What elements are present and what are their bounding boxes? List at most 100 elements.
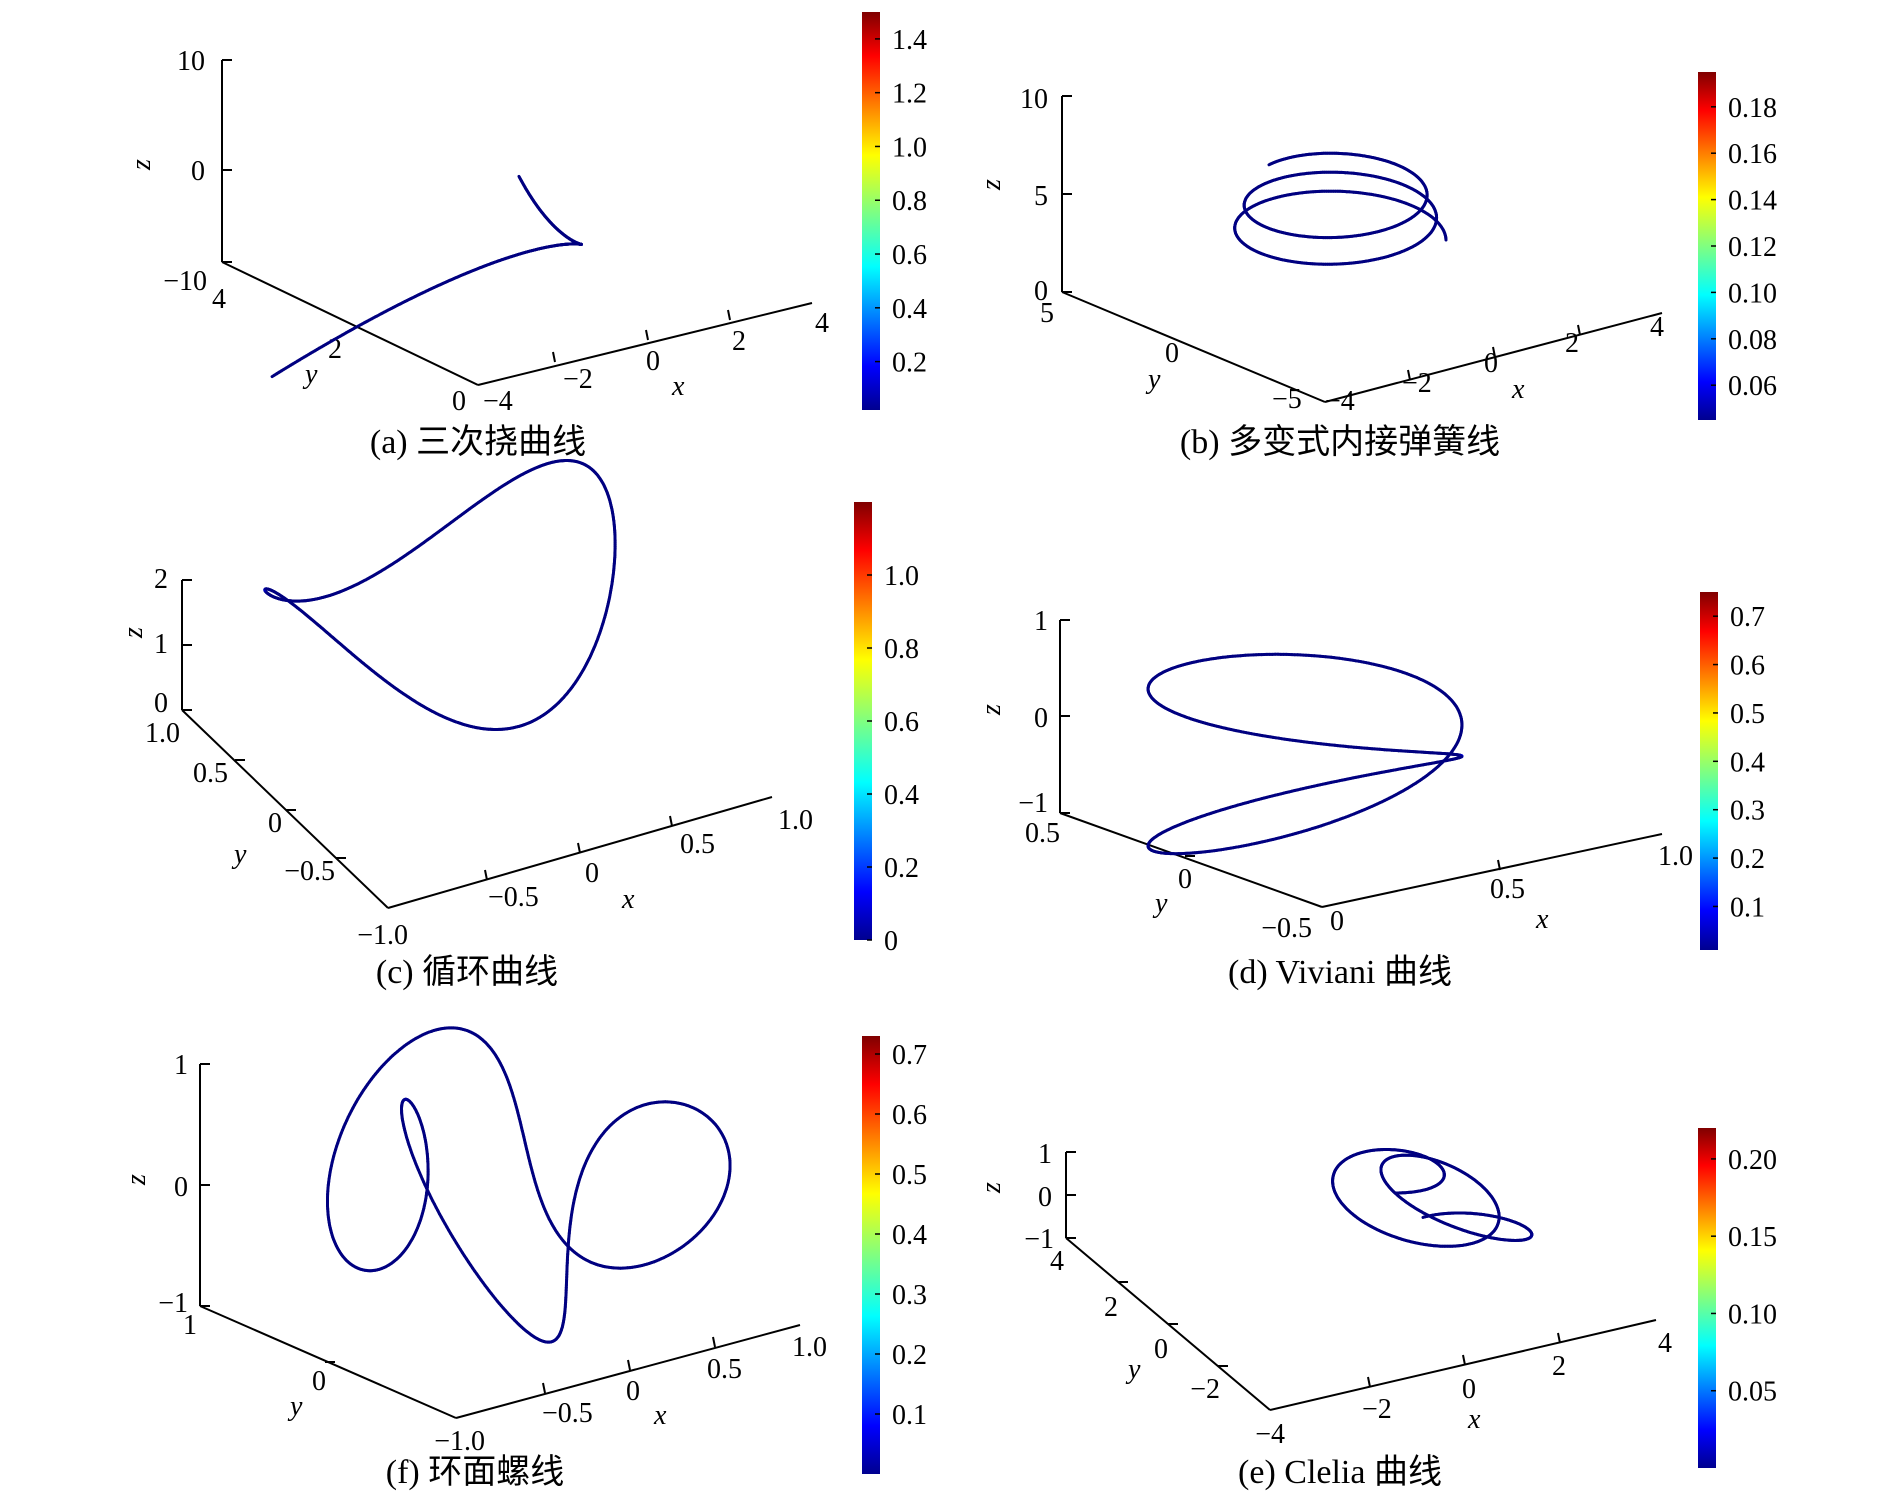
- axes-box-b: [1061, 95, 1663, 403]
- x-tick-c-0: −0.5: [488, 882, 539, 913]
- z-tick-b-2: 0: [1034, 276, 1048, 307]
- y-tick-b-0: 5: [1040, 298, 1054, 329]
- colorbar-b: [1698, 72, 1716, 420]
- y-label-b: y: [1145, 364, 1161, 395]
- axes-box-a: [221, 59, 813, 386]
- colorbar-tick-label: 0.6: [892, 240, 927, 271]
- x-tick-b-4: 4: [1650, 312, 1664, 343]
- colorbar-tick-label: 0.3: [1730, 796, 1765, 827]
- colorbar-tick-label: 0.06: [1728, 371, 1777, 402]
- colorbar-a: [862, 12, 880, 410]
- colorbar-tick-label: 0.1: [892, 1400, 927, 1431]
- y-tick-e-1: 2: [1104, 1292, 1118, 1323]
- colorbar-tick-label: 0.3: [892, 1280, 927, 1311]
- colorbar-tick-label: 1.0: [892, 132, 927, 163]
- colorbar-c: [854, 502, 872, 940]
- y-tick-a-0: 4: [212, 284, 226, 315]
- y-tick-f-0: 1: [183, 1310, 197, 1341]
- z-tick-a-1: 0: [191, 156, 205, 187]
- z-label-a: z: [126, 159, 157, 171]
- x-label-c: x: [621, 884, 635, 915]
- x-tick-e-0: −4: [1255, 1419, 1285, 1450]
- colorbar-tick-label: 0.05: [1728, 1377, 1777, 1408]
- curve-f: [326, 1026, 732, 1344]
- z-tick-b-1: 5: [1034, 181, 1048, 212]
- colorbar-tick-label: 0.15: [1728, 1222, 1777, 1253]
- y-tick-c-0: 1.0: [145, 718, 180, 749]
- x-tick-b-3: 2: [1565, 328, 1579, 359]
- colorbar-tick-label: 0.8: [892, 186, 927, 217]
- panel-b: 10 5 0 z 5 0 −5 y −4 −2 0 2 4 x 0.06 0.08…: [976, 72, 1777, 461]
- y-tick-b-1: 0: [1165, 338, 1179, 369]
- y-tick-c-3: −0.5: [284, 856, 335, 887]
- panel-a: 10 0 −10 z 4 2 0 y −4 −2 0 2 4 x 0.20.40…: [126, 12, 927, 461]
- y-tick-d-1: 0: [1178, 864, 1192, 895]
- z-tick-f-1: 0: [174, 1172, 188, 1203]
- y-tick-e-3: −2: [1190, 1374, 1220, 1405]
- x-tick-a-4: 4: [815, 308, 829, 339]
- caption-f: (f) 环面螺线: [386, 1453, 564, 1491]
- colorbar-tick-label: 0.1: [1730, 892, 1765, 923]
- curve-c: [263, 459, 617, 731]
- z-tick-d-1: 0: [1034, 703, 1048, 734]
- x-tick-b-0: −4: [1325, 386, 1355, 417]
- colorbar-tick-label: 0.2: [1730, 844, 1765, 875]
- curve-a: [270, 174, 583, 379]
- x-tick-d-1: 0.5: [1490, 874, 1525, 905]
- z-tick-a-0: 10: [177, 46, 205, 77]
- x-tick-f-0: −0.5: [542, 1398, 593, 1429]
- axes-box-c: [181, 579, 773, 909]
- x-tick-e-4: 4: [1658, 1328, 1672, 1359]
- colorbar-tick-label: 0.4: [892, 294, 927, 325]
- caption-a: (a) 三次挠曲线: [370, 423, 586, 461]
- z-tick-f-2: −1: [158, 1288, 188, 1319]
- y-tick-f-1: 0: [312, 1366, 326, 1397]
- colorbar-tick-label: 0.5: [892, 1160, 927, 1191]
- colorbar-ticks-e: 0.05 0.10 0.15 0.20: [1711, 1145, 1777, 1408]
- z-tick-e-2: −1: [1024, 1224, 1054, 1255]
- x-tick-a-2: 0: [646, 346, 660, 377]
- z-tick-d-0: 1: [1034, 606, 1048, 637]
- z-tick-e-0: 1: [1038, 1139, 1052, 1170]
- caption-b: (b) 多变式内接弹簧线: [1180, 423, 1500, 461]
- curve-segment: [726, 1181, 730, 1187]
- x-tick-f-3: 1.0: [792, 1332, 827, 1363]
- colorbar-f: [862, 1036, 880, 1474]
- z-tick-c-1: 1: [154, 629, 168, 660]
- colorbar-tick-label: 0.6: [884, 707, 919, 738]
- y-tick-b-2: −5: [1272, 384, 1302, 415]
- colorbar-tick-label: 0.10: [1728, 1299, 1777, 1330]
- colorbar-tick-label: 0.5: [1730, 699, 1765, 730]
- colorbar-e: [1698, 1128, 1716, 1468]
- x-label-b: x: [1511, 374, 1525, 405]
- z-tick-b-0: 10: [1020, 84, 1048, 115]
- x-tick-a-3: 2: [732, 326, 746, 357]
- axes-box-f: [199, 1063, 801, 1419]
- panel-f: 1 0 −1 z 1 0 −1.0 y −0.5 0 0.5 1.0 x 0.1…: [121, 1026, 927, 1491]
- y-tick-c-4: −1.0: [357, 920, 408, 951]
- z-tick-a-2: −10: [163, 266, 207, 297]
- curve-b: [1233, 151, 1448, 266]
- colorbar-tick-label: 0.18: [1728, 93, 1777, 124]
- colorbar-ticks-b: 0.06 0.08 0.10 0.12 0.14 0.16 0.18: [1711, 93, 1777, 402]
- z-tick-f-0: 1: [174, 1050, 188, 1081]
- colorbar-tick-label: 0.4: [1730, 747, 1765, 778]
- colorbar-ticks-f: 0.1 0.2 0.3 0.4 0.5 0.6 0.7: [875, 1040, 927, 1431]
- x-tick-d-2: 1.0: [1658, 841, 1693, 872]
- x-tick-c-1: 0: [585, 858, 599, 889]
- colorbar-tick-label: 1.4: [892, 25, 927, 56]
- colorbar-d: [1700, 592, 1718, 950]
- x-tick-a-1: −2: [563, 364, 593, 395]
- z-label-f: z: [121, 1174, 152, 1186]
- colorbar-tick-label: 0.14: [1728, 186, 1777, 217]
- caption-d: (d) Viviani 曲线: [1228, 953, 1452, 991]
- panel-c: 2 1 0 z 1.0 0.5 0 −0.5 −1.0 y −0.5 0 0.5…: [118, 459, 919, 991]
- y-tick-c-2: 0: [268, 808, 282, 839]
- y-tick-e-2: 0: [1154, 1334, 1168, 1365]
- colorbar-ticks-d: 0.1 0.2 0.3 0.4 0.5 0.6 0.7: [1713, 602, 1765, 923]
- colorbar-tick-label: 1.0: [884, 561, 919, 592]
- z-tick-c-2: 0: [154, 688, 168, 719]
- colorbar-ticks-a: 0.2 0.4 0.6 0.8 1.0 1.2 1.4: [875, 25, 927, 379]
- curve-d: [1146, 652, 1464, 856]
